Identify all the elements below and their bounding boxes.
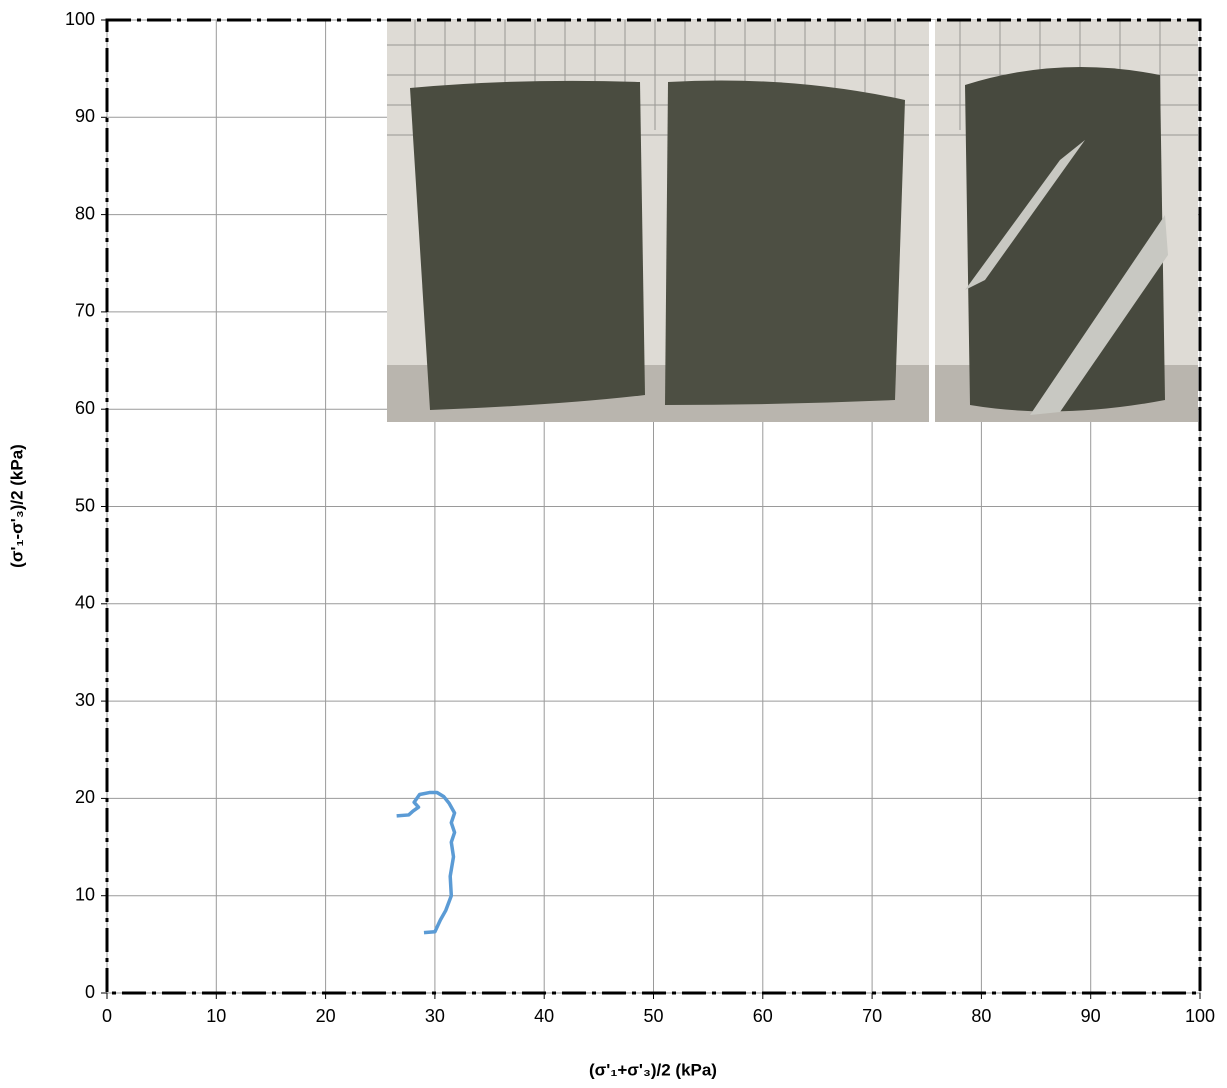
y-tick-label: 50 bbox=[75, 495, 95, 515]
x-tick-label: 100 bbox=[1185, 1006, 1215, 1026]
x-axis-title: (σ'₁+σ'₃)/2 (kPa) bbox=[589, 1060, 717, 1079]
x-tick-label: 40 bbox=[534, 1006, 554, 1026]
y-tick-label: 20 bbox=[75, 787, 95, 807]
x-tick-label: 30 bbox=[425, 1006, 445, 1026]
plot-border bbox=[105, 18, 1202, 995]
x-tick-label: 60 bbox=[753, 1006, 773, 1026]
y-tick-label: 100 bbox=[65, 9, 95, 29]
y-tick-label: 30 bbox=[75, 690, 95, 710]
data-line bbox=[396, 790, 457, 935]
y-tick-label: 0 bbox=[85, 982, 95, 1002]
y-tick-label: 40 bbox=[75, 593, 95, 613]
y-tick-label: 60 bbox=[75, 398, 95, 418]
x-tick-label: 80 bbox=[971, 1006, 991, 1026]
y-axis-title: (σ'₁-σ'₃)/2 (kPa) bbox=[7, 444, 26, 568]
x-tick-label: 70 bbox=[862, 1006, 882, 1026]
x-tick-label: 10 bbox=[206, 1006, 226, 1026]
y-tick-label: 70 bbox=[75, 301, 95, 321]
x-tick-label: 90 bbox=[1081, 1006, 1101, 1026]
x-tick-label: 50 bbox=[643, 1006, 663, 1026]
y-tick-label: 90 bbox=[75, 106, 95, 126]
x-tick-label: 20 bbox=[316, 1006, 336, 1026]
y-tick-label: 10 bbox=[75, 884, 95, 904]
y-tick-label: 80 bbox=[75, 203, 95, 223]
x-tick-label: 0 bbox=[102, 1006, 112, 1026]
inset-photo bbox=[387, 20, 1198, 422]
